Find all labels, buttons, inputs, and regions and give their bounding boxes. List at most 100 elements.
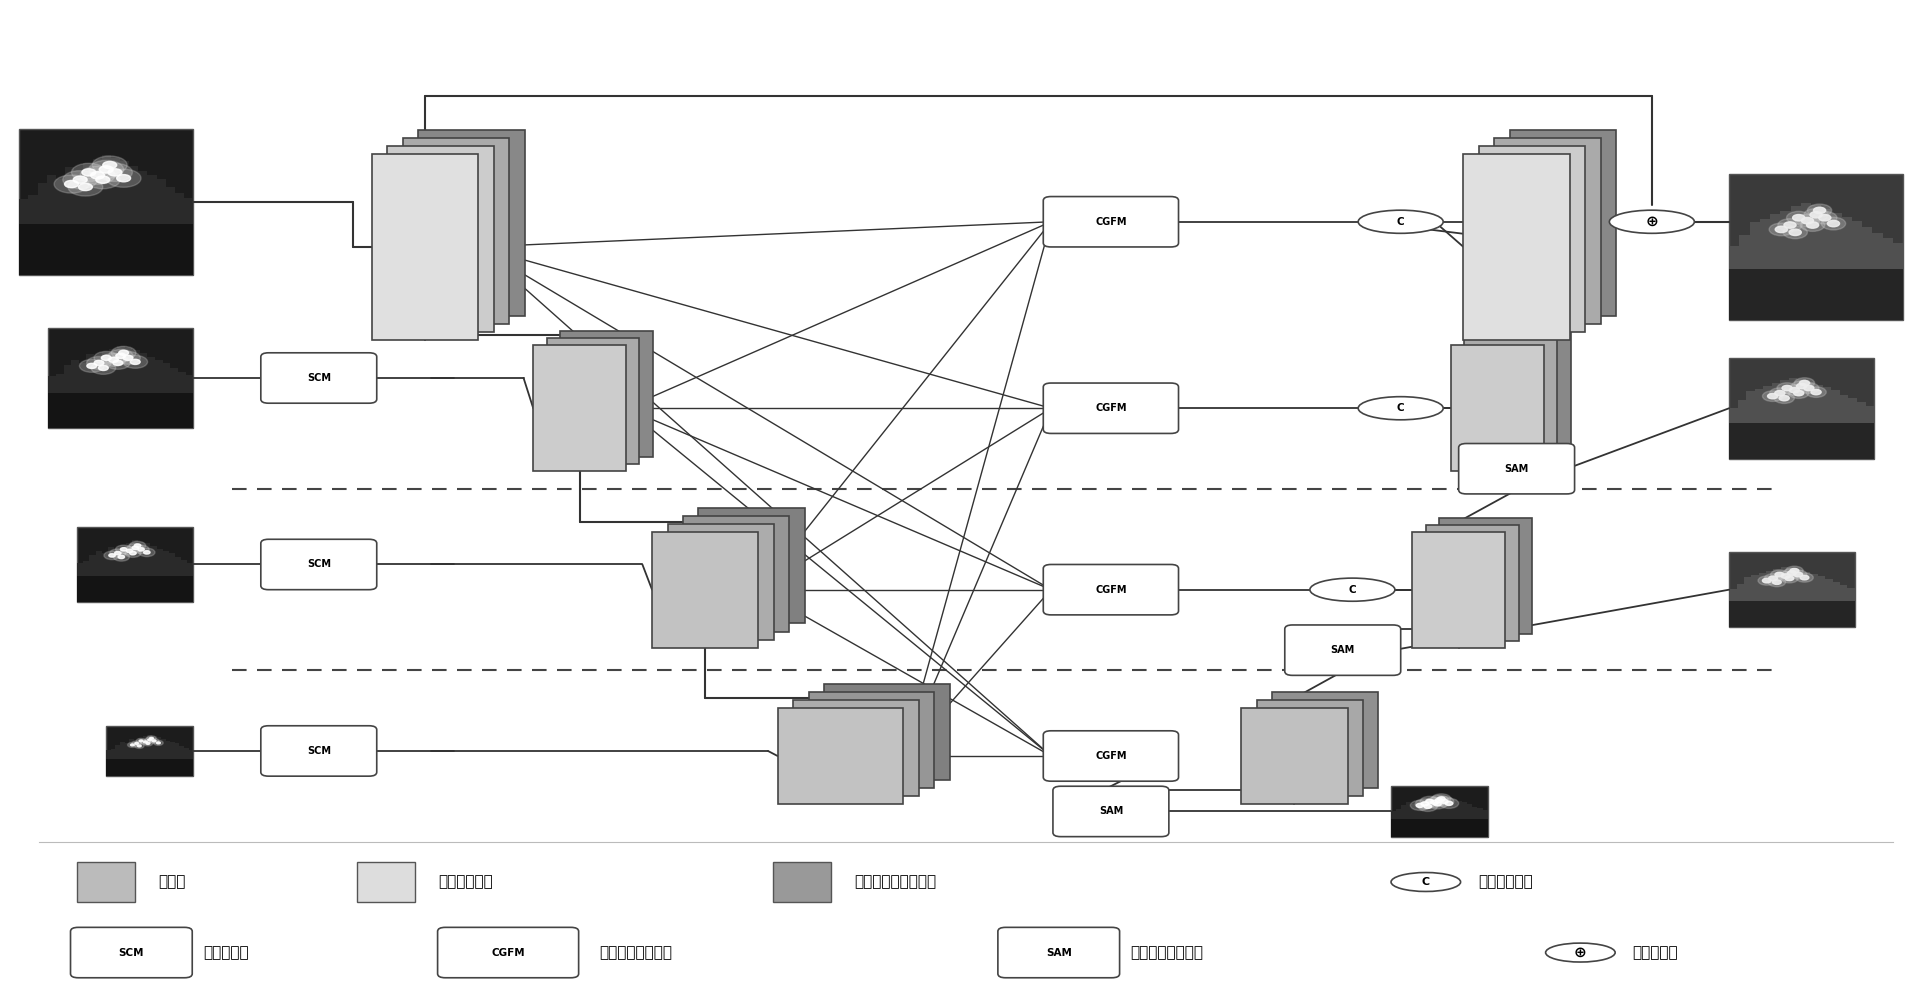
Circle shape [1789,229,1801,236]
Bar [106,759,193,776]
Circle shape [1762,391,1783,401]
Circle shape [116,545,131,553]
Bar [156,179,166,224]
Circle shape [1764,574,1781,583]
Bar [808,692,935,788]
Bar [1451,345,1544,472]
Bar [1893,243,1903,269]
FancyBboxPatch shape [71,927,193,978]
Bar [1872,233,1882,269]
Bar [1764,386,1772,423]
Bar [1818,577,1826,601]
Circle shape [85,170,120,188]
Bar [1432,796,1437,818]
Circle shape [114,552,129,561]
Bar [131,540,139,576]
Circle shape [1795,378,1814,388]
Circle shape [108,350,133,362]
FancyBboxPatch shape [261,726,377,776]
Bar [37,183,46,224]
Circle shape [131,741,141,746]
Circle shape [91,171,104,179]
Bar [46,175,56,224]
Circle shape [147,736,156,741]
Circle shape [1435,798,1443,802]
Circle shape [1806,387,1826,397]
Bar [1754,389,1764,423]
Bar [419,130,526,317]
Circle shape [122,546,137,555]
Circle shape [81,166,116,184]
Text: SAM: SAM [1331,645,1354,655]
Circle shape [1812,212,1837,224]
Bar [102,352,110,393]
Bar [1457,801,1463,818]
Bar [129,739,133,759]
Bar [147,357,155,393]
Bar [1391,786,1488,837]
Circle shape [1770,570,1789,580]
Bar [162,550,168,576]
Ellipse shape [1391,873,1461,891]
Circle shape [1768,578,1785,587]
Text: CGFM: CGFM [1095,585,1126,595]
Circle shape [87,363,97,369]
Bar [1745,577,1750,601]
Bar [1729,358,1874,459]
Bar [1464,154,1571,341]
Circle shape [1806,222,1818,228]
Bar [1853,221,1862,269]
Bar [1416,799,1422,818]
Bar [176,193,184,224]
Bar [114,548,120,576]
Circle shape [1777,572,1795,581]
Circle shape [1777,383,1797,393]
Circle shape [1428,798,1447,808]
Circle shape [143,741,153,746]
Circle shape [1426,799,1434,803]
Circle shape [1783,226,1808,239]
Bar [166,741,170,759]
Circle shape [112,360,124,366]
Circle shape [147,743,151,744]
Circle shape [1439,799,1449,803]
Text: C: C [1349,585,1356,595]
Bar [684,516,790,631]
Circle shape [99,365,108,371]
Circle shape [133,545,149,553]
Circle shape [124,356,147,368]
Bar [823,683,951,780]
Circle shape [1430,800,1437,804]
Bar [176,557,182,576]
Bar [547,339,639,464]
Circle shape [1758,576,1776,586]
Circle shape [1776,226,1787,233]
Bar [1839,586,1847,601]
Bar [166,187,176,224]
Circle shape [54,175,89,194]
Circle shape [95,360,104,366]
Circle shape [1797,383,1806,389]
Circle shape [93,156,128,174]
Bar [1758,573,1766,601]
Bar [95,550,102,576]
Bar [1482,810,1488,818]
Bar [77,563,83,576]
Circle shape [1799,380,1810,386]
Bar [66,167,73,224]
Bar [77,526,193,602]
Circle shape [100,354,126,366]
Bar [1426,798,1432,818]
Bar [1453,799,1457,818]
Text: ⊕: ⊕ [1575,946,1586,960]
Bar [120,742,124,759]
Text: SAM: SAM [1505,464,1528,474]
Bar [1729,601,1855,627]
Circle shape [1779,395,1789,401]
Bar [1511,130,1617,317]
Bar [1882,238,1893,269]
Bar [1832,213,1841,269]
Bar [77,576,193,602]
Circle shape [118,350,129,356]
Circle shape [1828,221,1839,227]
